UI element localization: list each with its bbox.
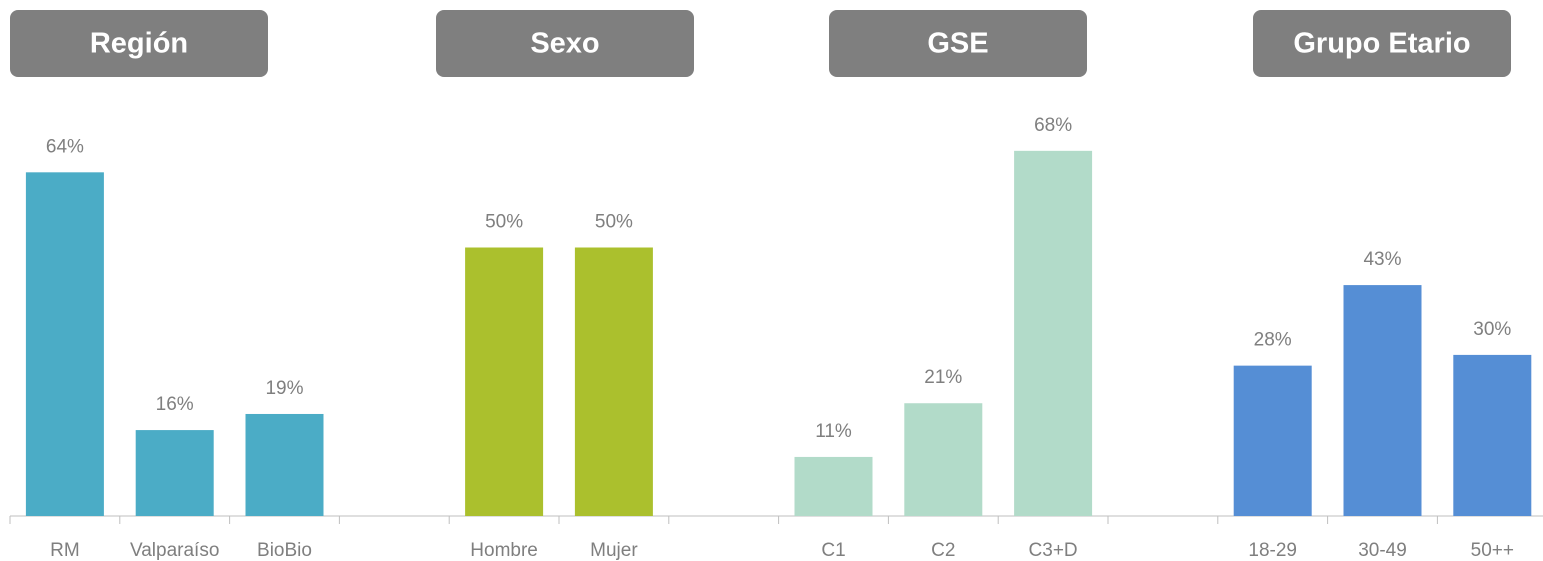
group-header-label: Grupo Etario [1293, 28, 1470, 60]
data-label: 68% [1034, 115, 1072, 136]
x-tick-label: Hombre [470, 540, 538, 561]
bar [1453, 354, 1532, 516]
x-tick-label: C3+D [1029, 540, 1078, 561]
x-tick-label: BioBio [257, 540, 312, 561]
bar [1014, 150, 1093, 516]
x-tick-label: Valparaíso [130, 540, 219, 561]
x-tick-label: C1 [821, 540, 845, 561]
bar [245, 413, 324, 516]
data-label: 50% [485, 212, 523, 233]
group-header-label: Sexo [530, 28, 599, 60]
bar [135, 430, 214, 516]
bar [25, 172, 104, 516]
bar [904, 403, 983, 516]
x-tick-label: RM [50, 540, 80, 561]
group-header-label: GSE [927, 28, 988, 60]
bar [1343, 285, 1422, 516]
x-tick-label: 30-49 [1358, 540, 1407, 561]
data-label: 43% [1363, 249, 1401, 270]
x-tick-label: 18-29 [1248, 540, 1297, 561]
x-tick-label: 50++ [1471, 540, 1514, 561]
bar [794, 456, 873, 516]
data-label: 30% [1473, 319, 1511, 340]
bar [465, 247, 544, 516]
data-label: 21% [924, 367, 962, 388]
bar [1233, 365, 1312, 516]
data-label: 28% [1254, 330, 1292, 351]
data-label: 50% [595, 212, 633, 233]
x-tick-label: Mujer [590, 540, 638, 561]
x-tick-label: C2 [931, 540, 955, 561]
group-header [1253, 10, 1511, 77]
data-label: 11% [815, 421, 852, 442]
group-header [829, 10, 1087, 77]
data-label: 19% [265, 378, 303, 399]
bar [574, 247, 653, 516]
data-label: 64% [46, 136, 84, 157]
group-header [10, 10, 268, 77]
group-header-label: Región [90, 28, 188, 60]
data-label: 16% [156, 394, 194, 415]
group-header [436, 10, 694, 77]
